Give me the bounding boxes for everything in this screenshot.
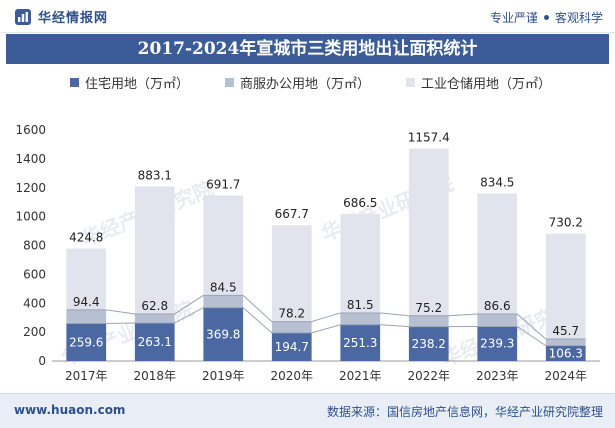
bar-commercial-0: [66, 309, 107, 324]
bar-residential-5: [408, 326, 449, 361]
y-tick-label-5: 1000: [15, 210, 46, 224]
data-label-residential-7: 106.3: [549, 346, 583, 360]
data-label-industrial-0: 424.8: [69, 231, 103, 245]
data-label-industrial-1: 883.1: [138, 168, 172, 182]
data-label-commercial-7: 45.7: [552, 324, 579, 338]
bar-commercial-5: [408, 315, 449, 327]
y-tick-label-0: 0: [38, 354, 46, 368]
bar-commercial-1: [134, 313, 175, 324]
data-label-industrial-2: 691.7: [206, 178, 240, 192]
x-tick-label-7: 2024年: [544, 369, 587, 383]
data-label-residential-1: 263.1: [138, 335, 172, 349]
x-tick-label-2: 2019年: [202, 369, 245, 383]
bar-residential-2: [203, 307, 244, 361]
footer-source: 数据来源：国信房地产信息网，华经产业研究院整理: [326, 405, 603, 419]
series-connector-commercial: [66, 294, 586, 340]
x-tick-label-4: 2021年: [339, 369, 382, 383]
chart-legend: 住宅用地（万㎡） 商服办公用地（万㎡） 工业仓储用地（万㎡）: [70, 73, 551, 92]
data-label-industrial-6: 834.5: [480, 175, 514, 189]
y-tick-label-7: 1400: [15, 152, 46, 166]
data-label-industrial-5: 1157.4: [408, 131, 450, 145]
legend-item-industrial: 工业仓储用地（万㎡）: [406, 73, 551, 92]
legend-label-residential: 住宅用地（万㎡）: [85, 77, 190, 92]
brand: 华经情报网: [14, 7, 108, 26]
x-tick-label-1: 2018年: [133, 369, 176, 383]
bar-industrial-7: [545, 233, 586, 340]
data-label-commercial-6: 86.6: [484, 299, 511, 313]
slogan-dot-icon: [543, 15, 549, 20]
data-label-commercial-2: 84.5: [210, 280, 237, 294]
data-label-commercial-4: 81.5: [347, 298, 374, 312]
bar-residential-0: [66, 323, 107, 361]
legend-item-commercial: 商服办公用地（万㎡）: [225, 73, 370, 92]
x-tick-label-3: 2020年: [270, 369, 313, 383]
x-tick-label-5: 2022年: [407, 369, 450, 383]
legend-swatch-industrial: [406, 78, 416, 87]
data-label-commercial-5: 75.2: [415, 301, 442, 315]
data-label-industrial-7: 730.2: [549, 216, 583, 230]
y-tick-label-1: 200: [23, 325, 46, 339]
brand-logo-icon: [15, 8, 31, 25]
bar-commercial-7: [545, 339, 586, 346]
bar-industrial-6: [477, 193, 518, 314]
data-label-residential-0: 259.6: [69, 335, 103, 349]
bar-residential-4: [340, 324, 381, 361]
data-label-commercial-0: 94.4: [73, 295, 100, 309]
y-tick-label-4: 800: [23, 239, 46, 253]
stacked-bar-chart: 华经产业研究院华经产业研究院华经产业研究院华经产业研究院020040060080…: [15, 123, 600, 383]
slogan: 专业严谨 客观科学: [490, 9, 603, 26]
bar-commercial-4: [340, 312, 381, 325]
legend-item-residential: 住宅用地（万㎡）: [70, 73, 189, 92]
data-label-commercial-3: 78.2: [278, 307, 305, 321]
series-connector-residential: [66, 307, 586, 347]
x-tick-label-0: 2017年: [65, 369, 108, 383]
y-tick-label-3: 600: [23, 267, 46, 281]
legend-swatch-residential: [70, 78, 79, 87]
bar-industrial-3: [271, 225, 312, 322]
slogan-left: 专业严谨: [489, 11, 538, 25]
legend-label-commercial: 商服办公用地（万㎡）: [240, 77, 371, 92]
top-bar: 华经情报网 专业严谨 客观科学: [0, 0, 615, 33]
legend-label-industrial: 工业仓储用地（万㎡）: [421, 77, 552, 92]
data-label-residential-2: 369.8: [206, 327, 240, 341]
data-label-industrial-4: 686.5: [343, 196, 377, 210]
data-label-residential-5: 238.2: [412, 337, 446, 351]
footer: www.huaon.com 数据来源：国信房地产信息网，华经产业研究院整理: [0, 393, 615, 428]
data-label-industrial-3: 667.7: [275, 207, 309, 221]
y-tick-label-2: 400: [23, 296, 46, 310]
brand-name: 华经情报网: [38, 11, 109, 26]
data-label-residential-3: 194.7: [275, 340, 309, 354]
data-label-residential-6: 239.3: [480, 337, 514, 351]
bar-industrial-4: [340, 213, 381, 313]
bar-commercial-3: [271, 321, 312, 333]
bar-residential-6: [477, 326, 518, 361]
footer-site-link[interactable]: www.huaon.com: [14, 403, 126, 417]
bar-industrial-2: [203, 195, 244, 296]
bar-residential-1: [134, 323, 175, 361]
bar-industrial-0: [66, 248, 107, 310]
y-tick-label-8: 1600: [15, 123, 46, 137]
bar-industrial-1: [134, 186, 175, 314]
y-tick-label-6: 1200: [15, 181, 46, 195]
bar-residential-7: [545, 345, 586, 361]
x-tick-label-6: 2023年: [476, 369, 519, 383]
bar-commercial-6: [477, 313, 518, 327]
bar-residential-3: [271, 332, 312, 361]
data-label-residential-4: 251.3: [343, 336, 377, 350]
legend-swatch-commercial: [225, 78, 235, 87]
bar-industrial-5: [408, 148, 449, 316]
bar-commercial-2: [203, 295, 244, 308]
data-label-commercial-1: 62.8: [141, 299, 168, 313]
chart-title: 2017-2024年宣城市三类用地出让面积统计: [6, 34, 609, 64]
slogan-right: 客观科学: [554, 11, 603, 25]
